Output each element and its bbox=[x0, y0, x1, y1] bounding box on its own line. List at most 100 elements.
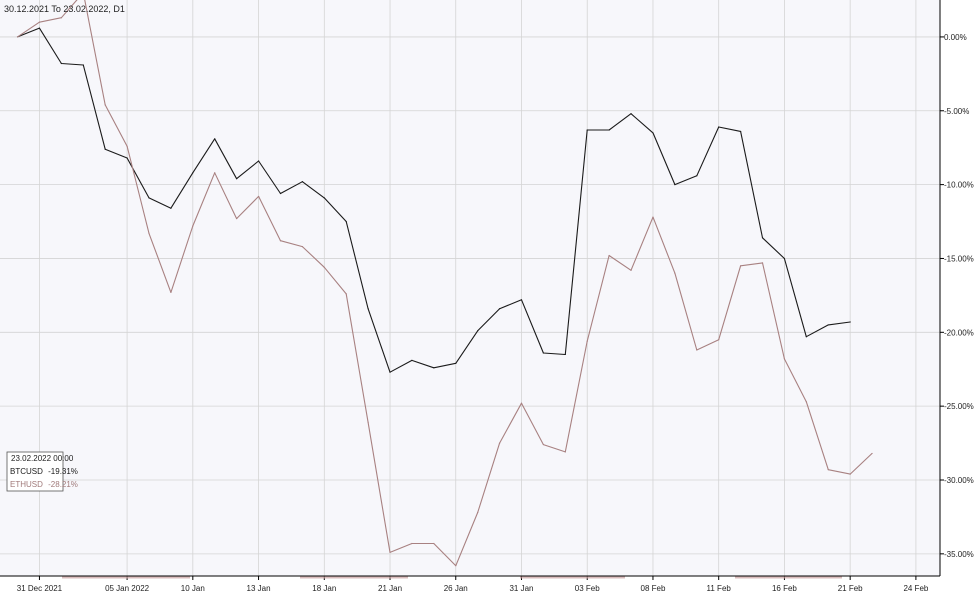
btcusd-data-point bbox=[740, 130, 742, 133]
legend-eth-label: ETHUSD -28.21% bbox=[10, 480, 78, 489]
btcusd-data-point bbox=[520, 299, 523, 301]
btcusd-data-point bbox=[38, 27, 41, 29]
ethusd-data-point bbox=[279, 240, 282, 242]
ethusd-data-point bbox=[104, 104, 106, 106]
ethusd-data-point bbox=[630, 269, 632, 271]
ethusd-data-point bbox=[805, 401, 807, 403]
btcusd-data-point bbox=[849, 321, 851, 323]
ethusd-data-point bbox=[433, 542, 435, 545]
ethusd-data-point bbox=[783, 358, 786, 360]
btcusd-data-point bbox=[345, 220, 347, 223]
ethusd-data-point bbox=[718, 339, 720, 341]
legend-eth-value: -28.21% bbox=[48, 480, 78, 489]
btcusd-data-point bbox=[170, 207, 172, 209]
y-tick-label: -5.00% bbox=[944, 107, 969, 116]
ethusd-data-point bbox=[192, 225, 194, 227]
btcusd-data-point bbox=[192, 172, 194, 174]
btcusd-data-point bbox=[477, 330, 479, 332]
btcusd-data-point bbox=[279, 192, 282, 195]
x-tick-label: 03 Feb bbox=[575, 584, 600, 593]
btcusd-data-point bbox=[608, 129, 610, 131]
ethusd-data-point bbox=[301, 246, 303, 248]
x-tick-label: 08 Feb bbox=[641, 584, 666, 593]
y-tick-label: -20.00% bbox=[944, 328, 974, 337]
x-tick-label: 31 Dec 2021 bbox=[17, 584, 63, 593]
btcusd-data-point bbox=[696, 175, 698, 177]
ethusd-data-point bbox=[389, 551, 391, 553]
ethusd-data-point bbox=[126, 145, 128, 147]
x-tick-label: 10 Jan bbox=[181, 584, 205, 593]
legend-btc-symbol: BTCUSD bbox=[10, 467, 43, 476]
ethusd-data-point bbox=[170, 291, 172, 294]
x-axis-ticks: 31 Dec 2021 05 Jan 2022 10 Jan 13 Jan 18 Jan… bbox=[17, 576, 929, 593]
btcusd-data-point bbox=[455, 362, 457, 364]
btcusd-data-point bbox=[367, 308, 369, 310]
ethusd-data-point bbox=[38, 21, 41, 23]
btcusd-data-point bbox=[389, 371, 391, 373]
legend-box: 23.02.2022 00:00 BTCUSD -19.31% ETHUSD -… bbox=[6, 451, 78, 492]
y-axis-ticks: 0.00% -5.00% -10.00% -15.00% -20.00% -25.00% -… bbox=[940, 33, 974, 559]
btcusd-data-point bbox=[827, 324, 829, 326]
btcusd-data-point bbox=[564, 353, 566, 356]
scrollbar-segment[interactable] bbox=[520, 576, 625, 579]
x-tick-label: 18 Jan bbox=[312, 584, 336, 593]
ethusd-data-point bbox=[323, 266, 325, 268]
ethusd-data-point bbox=[871, 452, 873, 455]
legend-date: 23.02.2022 00:00 bbox=[11, 454, 74, 463]
ethusd-data-point bbox=[411, 542, 413, 545]
x-tick-label: 21 Feb bbox=[838, 584, 863, 593]
btcusd-data-point bbox=[674, 184, 676, 186]
x-tick-label: 24 Feb bbox=[903, 584, 928, 593]
y-tick-label: -25.00% bbox=[944, 402, 974, 411]
ethusd-data-point bbox=[542, 443, 545, 446]
ethusd-data-point bbox=[674, 272, 676, 274]
time-scrollbar[interactable] bbox=[62, 576, 842, 579]
y-tick-label: -35.00% bbox=[944, 550, 974, 559]
y-tick-label: -10.00% bbox=[944, 181, 974, 190]
ethusd-data-point bbox=[477, 511, 479, 514]
y-tick-label: 0.00% bbox=[944, 33, 967, 42]
ethusd-data-point bbox=[564, 451, 566, 453]
btcusd-data-point bbox=[60, 62, 62, 65]
ethusd-data-point bbox=[148, 232, 150, 234]
ethusd-data-point bbox=[214, 172, 216, 174]
btcusd-data-point bbox=[411, 359, 413, 361]
btcusd-data-point bbox=[214, 138, 216, 140]
ethusd-data-point bbox=[345, 293, 347, 295]
y-tick-label: -15.00% bbox=[944, 254, 974, 263]
btcusd-data-point bbox=[323, 197, 325, 199]
btcusd-data-point bbox=[104, 148, 106, 150]
grid-lines bbox=[0, 0, 940, 576]
ethusd-data-point bbox=[367, 421, 369, 423]
btcusd-data-point bbox=[586, 129, 588, 131]
btcusd-data-point bbox=[236, 178, 238, 180]
btcusd-data-point bbox=[805, 336, 807, 338]
legend-btc-value: -19.31% bbox=[48, 467, 78, 476]
ethusd-data-point bbox=[608, 254, 610, 257]
series-lines bbox=[16, 0, 873, 567]
x-tick-label: 21 Jan bbox=[378, 584, 402, 593]
x-tick-label: 13 Jan bbox=[247, 584, 271, 593]
x-tick-label: 05 Jan 2022 bbox=[105, 584, 150, 593]
x-tick-label: 31 Jan bbox=[509, 584, 533, 593]
ethusd-data-point bbox=[60, 17, 62, 19]
y-tick-label: -30.00% bbox=[944, 476, 974, 485]
x-tick-label: 16 Feb bbox=[772, 584, 797, 593]
btcusd-data-point bbox=[718, 126, 720, 128]
btcusd-data-point bbox=[126, 157, 128, 159]
ethusd-data-point bbox=[652, 216, 654, 218]
x-tick-label: 26 Jan bbox=[444, 584, 468, 593]
btcusd-data-point bbox=[498, 308, 501, 310]
legend-btc-label: BTCUSD -19.31% bbox=[10, 467, 78, 476]
ethusd-data-point bbox=[696, 349, 698, 351]
ethusd-data-point bbox=[16, 36, 19, 38]
scrollbar-segment[interactable] bbox=[300, 576, 408, 579]
btcusd-data-point bbox=[82, 64, 84, 66]
scrollbar-segment[interactable] bbox=[62, 576, 190, 579]
ethusd-data-point bbox=[849, 473, 851, 475]
scrollbar-segment[interactable] bbox=[735, 576, 842, 579]
btcusd-data-point bbox=[542, 352, 545, 354]
ethusd-data-point bbox=[827, 469, 829, 471]
ethusd-data-point bbox=[455, 565, 457, 567]
